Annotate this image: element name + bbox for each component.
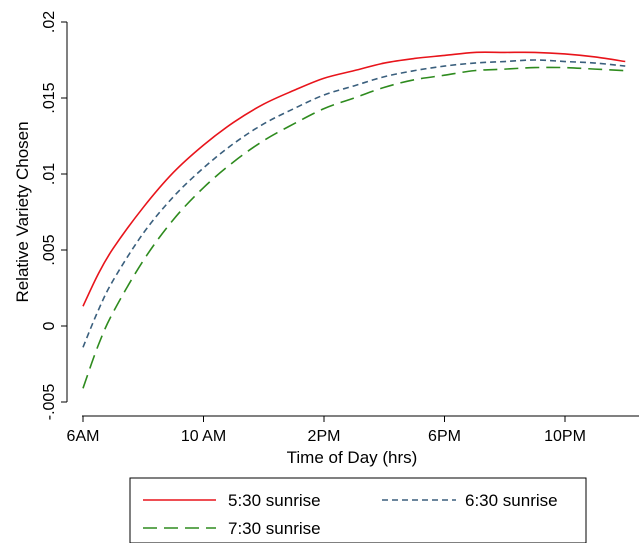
x-ticks: 6AM 10 AM 2PM 6PM 10PM [67, 416, 586, 445]
legend-box [129, 477, 587, 543]
series-line-3 [82, 66, 626, 389]
y-axis-title: Relative Variety Chosen [13, 121, 32, 302]
x-tick-label: 10PM [544, 428, 586, 445]
y-tick-label: -.005 [41, 384, 58, 421]
legend-label: 5:30 sunrise [228, 491, 321, 510]
y-tick-label: .01 [41, 163, 58, 185]
x-tick-label: 6AM [67, 428, 100, 445]
y-tick-label: .015 [41, 82, 58, 113]
x-tick-label: 2PM [308, 428, 341, 445]
axes [66, 22, 639, 417]
y-tick-label: .02 [41, 11, 58, 33]
legend-label: 7:30 sunrise [228, 519, 321, 538]
y-tick-label: 0 [41, 321, 58, 330]
x-tick-label: 10 AM [181, 428, 226, 445]
x-axis-title: Time of Day (hrs) [287, 448, 418, 467]
y-ticks: -.005 0 .005 .01 .015 .02 [41, 11, 67, 420]
legend: 5:30 sunrise 6:30 sunrise 7:30 sunrise [129, 477, 587, 543]
series-line-1 [82, 51, 626, 307]
series-line-2 [82, 59, 626, 348]
series-lines [82, 51, 626, 389]
x-tick-label: 6PM [428, 428, 461, 445]
legend-label: 6:30 sunrise [465, 491, 558, 510]
y-tick-label: .005 [41, 234, 58, 265]
